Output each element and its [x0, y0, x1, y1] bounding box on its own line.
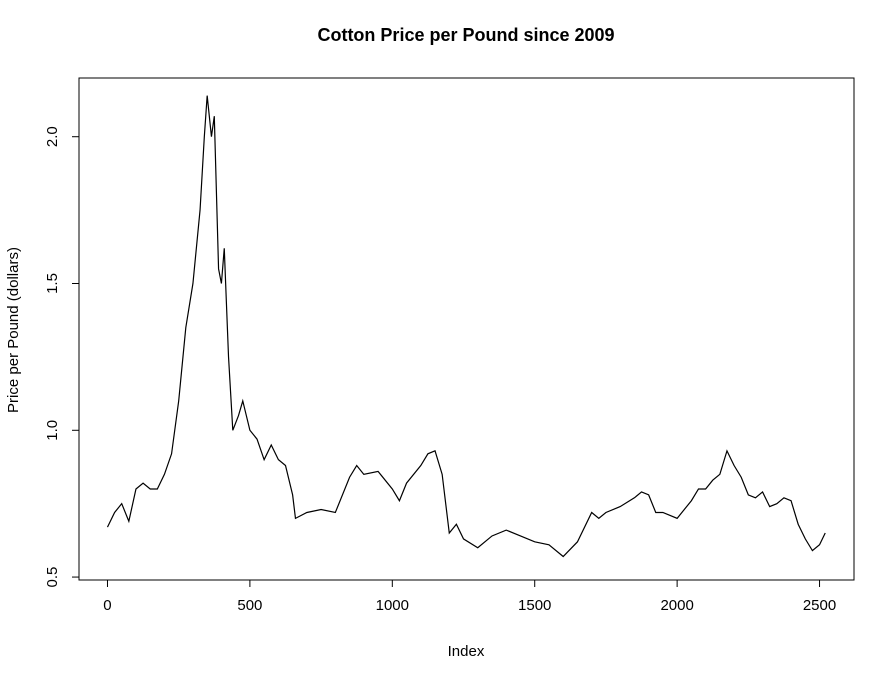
- plot-frame: [78, 77, 855, 581]
- y-tick-label: 1.0: [44, 420, 61, 441]
- x-axis-label: Index: [448, 643, 485, 660]
- x-tick-label: 1500: [518, 597, 551, 614]
- chart-title: Cotton Price per Pound since 2009: [317, 25, 614, 45]
- y-tick-label: 0.5: [44, 567, 61, 588]
- x-tick-label: 2000: [660, 597, 693, 614]
- y-tick-label: 2.0: [44, 126, 61, 147]
- x-tick-label: 2500: [803, 597, 836, 614]
- data-line: [106, 95, 826, 558]
- y-tick-label: 1.5: [44, 273, 61, 294]
- y-axis-label: Price per Pound (dollars): [5, 247, 22, 413]
- x-tick-label: 1000: [376, 597, 409, 614]
- x-tick-label: 0: [103, 597, 111, 614]
- x-tick-label: 500: [237, 597, 262, 614]
